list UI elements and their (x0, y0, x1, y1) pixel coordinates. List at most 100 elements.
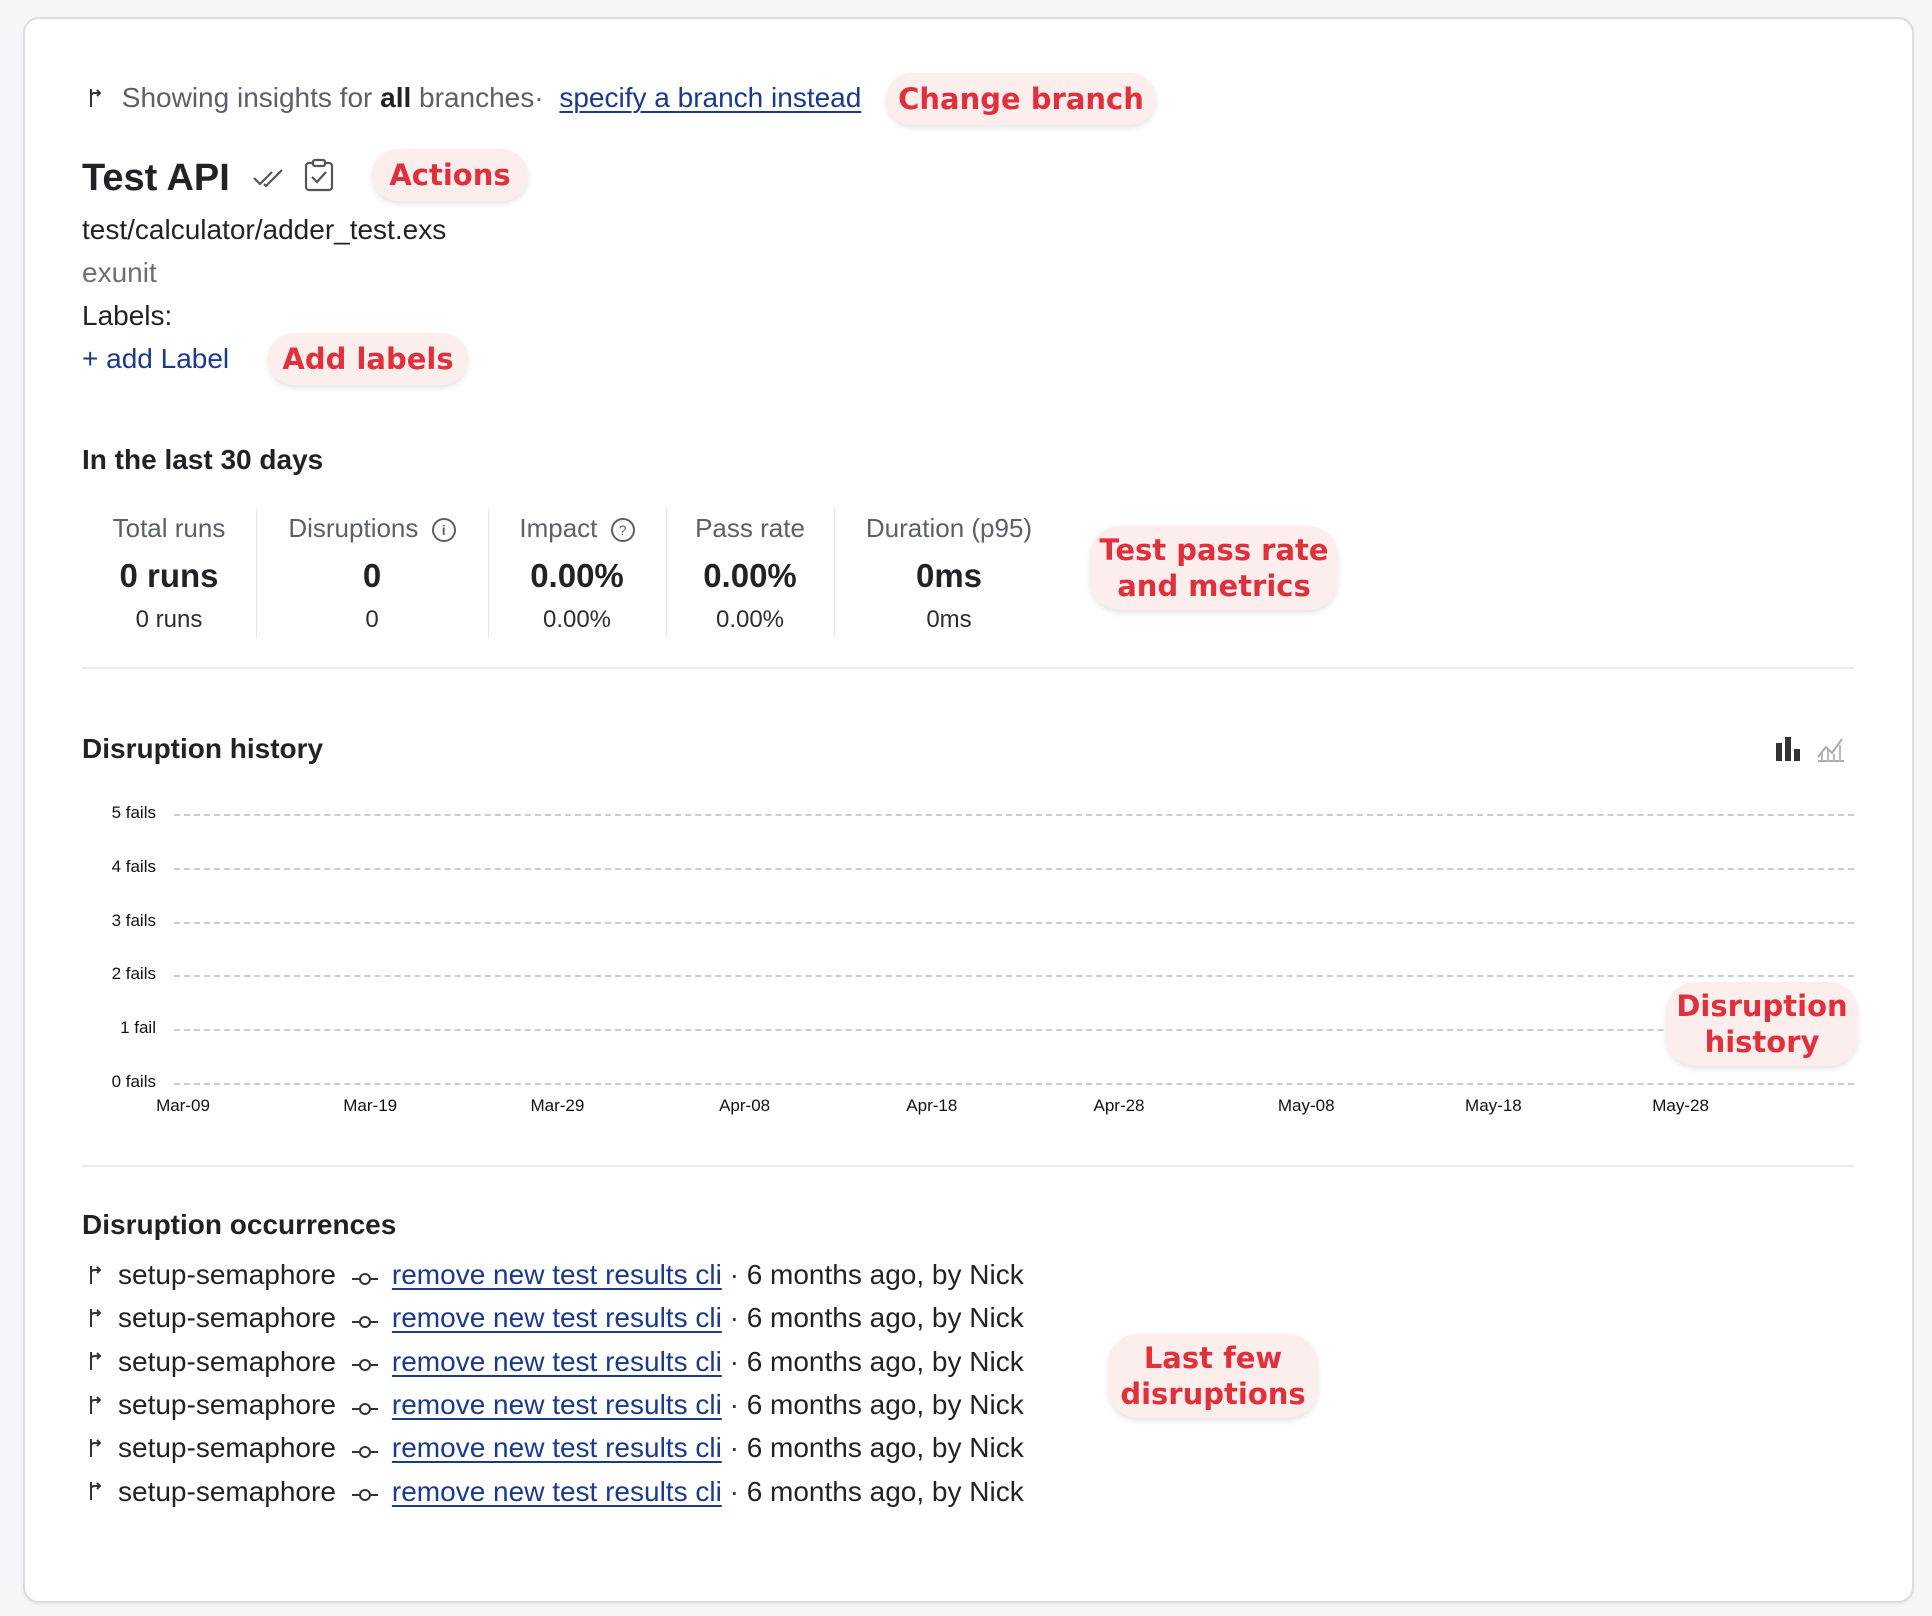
chart-gridline (174, 921, 1854, 924)
disruption-occurrences-heading: Disruption occurrences (82, 1209, 397, 1240)
bar-chart-toggle-icon[interactable] (1774, 735, 1804, 763)
branch-icon (86, 1300, 104, 1340)
branch-icon (86, 1430, 104, 1470)
section-divider (82, 1165, 1854, 1167)
separator-dot: · (721, 1345, 747, 1377)
labels-heading: Labels: (82, 300, 173, 331)
occurrence-branch: setup-semaphore (118, 1345, 336, 1377)
specify-branch-link[interactable]: specify a branch instead (559, 82, 862, 113)
chart-x-tick-label: Apr-18 (906, 1096, 958, 1115)
occurrence-row: setup-semaphore remove new test results c… (86, 1472, 1024, 1512)
metric-label-row: Disruptions i (256, 510, 488, 546)
occurrence-row: setup-semaphore remove new test results c… (86, 1428, 1024, 1468)
metric-label: Impact (519, 513, 598, 543)
occurrence-meta: 6 months ago, by Nick (746, 1259, 1024, 1290)
line-chart-toggle-icon[interactable] (1816, 735, 1846, 763)
metric-subvalue: 0 runs (135, 606, 203, 633)
page-title: Test API (82, 157, 230, 199)
branch-icon (86, 1343, 104, 1383)
metric-subvalue: 0.00% (542, 606, 612, 633)
clipboard-check-icon[interactable] (303, 158, 335, 192)
chart-y-tick-label: 1 fail (120, 1018, 156, 1038)
help-icon[interactable]: ? (610, 518, 635, 543)
chart-y-tick-label: 0 fails (111, 1072, 156, 1091)
separator-dot: · (721, 1388, 747, 1420)
occurrence-commit-link[interactable]: remove new test results cli (391, 1302, 722, 1334)
chart-gridline (174, 1083, 1854, 1085)
callout-actions: Actions (372, 149, 528, 201)
branch-icon (86, 80, 104, 120)
metric-value: 0.00% (530, 557, 624, 594)
callout-metrics-line1: Test pass rate (1099, 533, 1329, 567)
metric-impact: Impact ? 0.00% 0.00% (488, 510, 666, 638)
test-framework: exunit (82, 257, 157, 288)
chart-gridline (174, 814, 1854, 816)
chart-x-tick-label: Apr-28 (1093, 1096, 1145, 1115)
callout-last-line1: Last few (1143, 1341, 1283, 1375)
commit-icon (351, 1257, 378, 1297)
occurrence-row: setup-semaphore remove new test results c… (86, 1342, 1024, 1382)
occurrence-meta: 6 months ago, by Nick (746, 1432, 1024, 1464)
metric-divider (256, 508, 257, 638)
metrics-period-heading: In the last 30 days (82, 444, 324, 475)
chart-y-tick-label: 2 fails (111, 964, 156, 984)
occurrence-commit-link[interactable]: remove new test results cli (391, 1432, 722, 1464)
occurrence-row: setup-semaphore remove new test results c… (86, 1298, 1024, 1338)
section-divider (82, 667, 1854, 669)
metric-pass-rate: Pass rate 0.00% 0.00% (666, 510, 834, 638)
callout-last-disruptions: Last few disruptions (1108, 1334, 1318, 1418)
chart-gridline (174, 975, 1854, 978)
info-icon[interactable]: i (431, 518, 456, 543)
metric-divider (488, 508, 489, 638)
add-label-link[interactable]: + add Label (82, 343, 230, 374)
chart-x-tick-label: Mar-09 (156, 1096, 210, 1115)
callout-add-labels: Add labels (268, 333, 468, 385)
separator-dot: · (721, 1302, 747, 1334)
callout-history-line2: history (1704, 1025, 1820, 1059)
metric-divider (666, 508, 667, 638)
occurrence-branch: setup-semaphore (118, 1388, 336, 1420)
metric-subvalue: 0 (365, 606, 379, 633)
metric-divider (834, 508, 835, 638)
callout-metrics-line2: and metrics (1117, 569, 1311, 603)
disruption-history-heading: Disruption history (82, 733, 324, 764)
metric-value: 0.00% (703, 557, 797, 594)
metric-label: Total runs (112, 513, 226, 543)
occurrence-commit-link[interactable]: remove new test results cli (391, 1345, 722, 1377)
commit-icon (351, 1300, 378, 1340)
occurrence-meta: 6 months ago, by Nick (746, 1345, 1024, 1377)
chart-gridline (174, 1029, 1854, 1032)
separator-dot: · (721, 1475, 747, 1507)
occurrence-branch: setup-semaphore (118, 1432, 336, 1464)
separator-dot: · (721, 1259, 747, 1290)
test-file-path: test/calculator/adder_test.exs (82, 214, 447, 245)
callout-metrics: Test pass rate and metrics (1090, 526, 1338, 610)
commit-icon (351, 1343, 378, 1383)
branch-icon (86, 1257, 104, 1297)
mark-resolved-icon[interactable] (252, 164, 288, 192)
metric-subvalue: 0.00% (715, 606, 785, 633)
occurrence-meta: 6 months ago, by Nick (746, 1388, 1024, 1420)
commit-icon (351, 1473, 378, 1513)
metric-subvalue: 0ms (926, 606, 972, 633)
metric-value: 0ms (915, 557, 983, 594)
branch-bar-prefix: Showing insights for (121, 82, 381, 113)
branch-icon (86, 1473, 104, 1513)
callout-history: Disruption history (1666, 982, 1858, 1066)
chart-x-tick-label: May-08 (1277, 1096, 1335, 1115)
chart-x-tick-label: May-18 (1465, 1096, 1522, 1115)
metric-label: Pass rate (695, 513, 805, 543)
callout-change-branch: Change branch (886, 73, 1156, 125)
branch-icon (86, 1387, 104, 1427)
occurrence-branch: setup-semaphore (118, 1259, 336, 1290)
branch-bar-scope: all (380, 82, 412, 113)
metric-label-row: Impact ? (488, 510, 666, 546)
occurrence-commit-link[interactable]: remove new test results cli (391, 1388, 722, 1420)
metric-total-runs: Total runs 0 runs 0 runs (82, 510, 256, 638)
occurrence-commit-link[interactable]: remove new test results cli (391, 1259, 722, 1290)
occurrence-meta: 6 months ago, by Nick (746, 1302, 1024, 1334)
chart-y-tick-label: 4 fails (111, 856, 156, 876)
metric-value: 0 runs (119, 557, 219, 594)
chart-x-tick-label: Apr-08 (719, 1096, 771, 1115)
occurrence-commit-link[interactable]: remove new test results cli (391, 1475, 722, 1507)
